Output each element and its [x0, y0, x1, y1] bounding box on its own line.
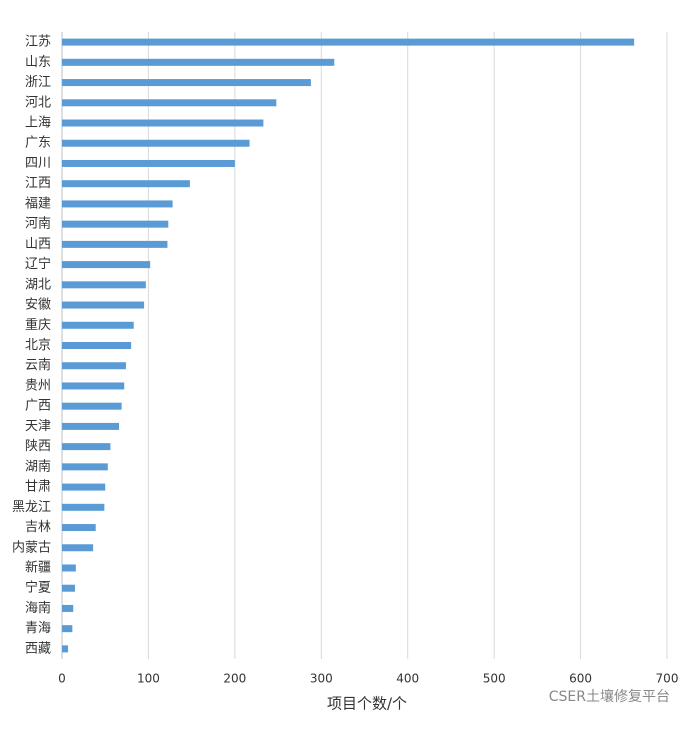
x-tick-label: 600: [569, 672, 592, 686]
x-axis-label: 项目个数/个: [327, 695, 407, 713]
bar: [62, 321, 134, 329]
bar: [62, 443, 111, 451]
y-tick-label: 安徽: [25, 298, 51, 313]
bar: [62, 79, 311, 87]
bar: [62, 261, 151, 269]
bar: [62, 625, 73, 633]
bar: [62, 119, 264, 127]
y-tick-label: 青海: [25, 621, 51, 636]
y-tick-label: 福建: [25, 196, 51, 211]
x-tick-label: 100: [137, 672, 160, 686]
y-tick-label: 吉林: [25, 520, 51, 535]
x-tick-label: 300: [310, 672, 333, 686]
bar: [62, 58, 335, 66]
y-tick-label: 甘肃: [25, 480, 51, 495]
watermark: CSER土壤修复平台: [549, 688, 670, 705]
bar: [62, 604, 74, 612]
y-tick-label: 河北: [25, 95, 51, 110]
bar: [62, 362, 126, 370]
bar: [62, 301, 145, 309]
y-tick-label: 海南: [25, 600, 51, 616]
bar: [62, 200, 173, 208]
bar: [62, 220, 169, 228]
bar: [62, 159, 235, 167]
y-tick-label: 西藏: [25, 641, 51, 656]
y-tick-label: 湖北: [25, 277, 51, 292]
y-tick-label: 北京: [25, 338, 51, 353]
y-tick-label: 辽宁: [25, 256, 51, 272]
bar: [62, 524, 96, 532]
bar: [62, 281, 146, 289]
bar: [62, 38, 635, 46]
y-tick-label: 天津: [25, 419, 51, 434]
y-tick-label: 四川: [25, 156, 51, 171]
bar: [62, 402, 122, 410]
y-tick-label: 上海: [25, 116, 51, 131]
bar: [62, 422, 120, 430]
y-tick-label: 山东: [25, 55, 51, 70]
x-tick-label: 500: [483, 672, 506, 686]
bar: [62, 584, 75, 592]
y-tick-label: 陕西: [25, 439, 51, 454]
y-tick-label: 内蒙古: [12, 539, 51, 555]
y-tick-label: 云南: [25, 357, 51, 373]
bar: [62, 463, 108, 471]
x-tick-label: 700: [656, 672, 679, 686]
y-tick-label: 广东: [25, 136, 51, 151]
bar: [62, 99, 277, 107]
y-tick-label: 浙江: [25, 75, 51, 90]
y-tick-label: 重庆: [25, 317, 51, 333]
bar: [62, 483, 106, 491]
y-tick-label: 河南: [25, 216, 51, 232]
bar: [62, 544, 94, 552]
y-tick-label: 黑龙江: [12, 500, 51, 515]
y-tick-label: 山西: [25, 237, 51, 252]
y-tick-label: 宁夏: [25, 580, 51, 596]
bar: [62, 503, 105, 511]
bar: [62, 645, 69, 653]
y-tick-label: 江苏: [25, 34, 51, 50]
bar: [62, 180, 190, 188]
x-tick-label: 400: [396, 672, 419, 686]
y-tick-label: 湖南: [25, 458, 51, 474]
bar: [62, 139, 250, 147]
x-tick-label: 200: [223, 672, 246, 686]
bar: [62, 240, 168, 248]
y-tick-label: 贵州: [25, 378, 51, 393]
y-tick-label: 广西: [25, 399, 51, 414]
x-tick-label: 0: [58, 672, 66, 686]
bar: [62, 564, 76, 572]
y-tick-label: 江西: [25, 176, 51, 191]
bar: [62, 382, 125, 390]
bar: [62, 342, 132, 349]
y-tick-label: 新疆: [25, 559, 51, 575]
